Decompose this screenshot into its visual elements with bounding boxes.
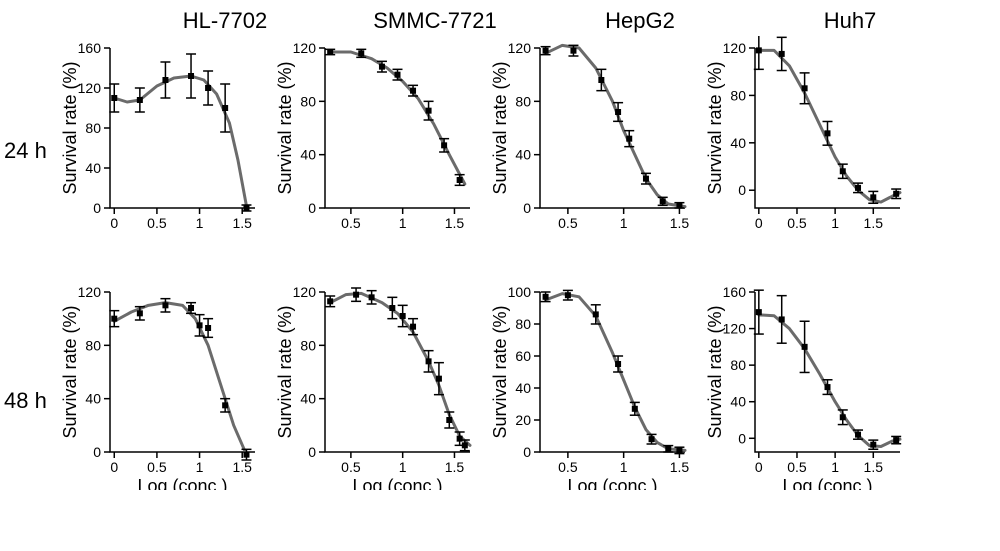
svg-text:80: 80	[85, 120, 101, 136]
svg-text:Survival rate (%): Survival rate (%)	[275, 61, 295, 194]
svg-text:Survival rate (%): Survival rate (%)	[705, 305, 725, 438]
svg-text:0.5: 0.5	[341, 215, 361, 231]
svg-text:80: 80	[730, 87, 746, 103]
svg-text:1: 1	[831, 459, 839, 475]
col-title-huh7: Huh7	[770, 8, 930, 34]
svg-text:Log (conc.): Log (conc.)	[352, 476, 442, 490]
svg-text:Survival rate (%): Survival rate (%)	[705, 61, 725, 194]
svg-text:120: 120	[78, 80, 102, 96]
svg-text:120: 120	[293, 40, 317, 56]
svg-text:60: 60	[515, 348, 531, 364]
svg-text:1: 1	[196, 215, 204, 231]
svg-text:120: 120	[78, 284, 102, 300]
svg-text:1.5: 1.5	[670, 215, 690, 231]
svg-text:160: 160	[723, 284, 747, 300]
svg-text:1.5: 1.5	[864, 459, 884, 475]
svg-text:1.5: 1.5	[445, 459, 465, 475]
svg-text:160: 160	[78, 40, 102, 56]
svg-text:40: 40	[300, 391, 316, 407]
svg-text:0.5: 0.5	[558, 459, 578, 475]
svg-text:0: 0	[755, 459, 763, 475]
svg-text:120: 120	[723, 40, 747, 56]
svg-text:0.5: 0.5	[147, 459, 167, 475]
col-title-smmc7721: SMMC-7721	[335, 8, 535, 34]
svg-text:80: 80	[515, 93, 531, 109]
svg-text:1.5: 1.5	[232, 459, 252, 475]
svg-text:Log (conc.): Log (conc.)	[782, 476, 872, 490]
svg-text:Log (conc.): Log (conc.)	[567, 476, 657, 490]
svg-text:40: 40	[515, 147, 531, 163]
svg-text:1: 1	[196, 459, 204, 475]
svg-text:Log (conc.): Log (conc.)	[137, 476, 227, 490]
svg-text:0: 0	[93, 200, 101, 216]
dose-response-figure: HL-7702 SMMC-7721 HepG2 Huh7 24 h 48 h 0…	[0, 0, 1000, 551]
svg-text:Survival rate (%): Survival rate (%)	[490, 61, 510, 194]
svg-text:40: 40	[85, 160, 101, 176]
svg-text:40: 40	[85, 391, 101, 407]
svg-text:0: 0	[308, 200, 316, 216]
svg-text:Survival rate (%): Survival rate (%)	[60, 305, 80, 438]
panel-48h_huh7: 0 40 80 120 160 0 0.5 1 1.5 Survival rate (%) Log …	[705, 280, 905, 490]
panel-48h_hepg2: 0 20 40 60 80 100 0.5 1 1.5 Survival rate (%) Log …	[490, 280, 690, 490]
panel-24h_huh7: 0 40 80 120 0 0.5 1 1.5 Survival rate (%)	[705, 36, 905, 246]
svg-text:0.5: 0.5	[558, 215, 578, 231]
svg-text:120: 120	[293, 284, 317, 300]
svg-text:1: 1	[399, 459, 407, 475]
svg-text:0.5: 0.5	[787, 215, 807, 231]
panel-24h_smmc7721: 0 40 80 120 0.5 1 1.5 Survival rate (%)	[275, 36, 475, 246]
svg-text:0.5: 0.5	[341, 459, 361, 475]
svg-text:40: 40	[730, 394, 746, 410]
col-title-hepg2: HepG2	[560, 8, 720, 34]
row-label-48h: 48 h	[4, 388, 47, 414]
svg-text:0: 0	[523, 200, 531, 216]
svg-text:0: 0	[755, 215, 763, 231]
panel-48h_smmc7721: 0 40 80 120 0.5 1 1.5 Survival rate (%) Log (con…	[275, 280, 475, 490]
svg-text:1: 1	[620, 459, 628, 475]
svg-text:80: 80	[515, 316, 531, 332]
svg-text:0: 0	[110, 215, 118, 231]
col-title-hl7702: HL-7702	[135, 8, 315, 34]
svg-text:0: 0	[523, 444, 531, 460]
panel-24h_hepg2: 0 40 80 120 0.5 1 1.5 Survival rate (%)	[490, 36, 690, 246]
svg-text:80: 80	[730, 357, 746, 373]
svg-text:120: 120	[508, 40, 532, 56]
panel-48h_hl7702: 0 40 80 120 0 0.5 1 1.5 Survival rate (%) Log (co…	[60, 280, 260, 490]
svg-text:0: 0	[110, 459, 118, 475]
svg-text:0.5: 0.5	[147, 215, 167, 231]
svg-text:80: 80	[300, 337, 316, 353]
svg-text:0: 0	[93, 444, 101, 460]
svg-text:Survival rate (%): Survival rate (%)	[490, 305, 510, 438]
svg-text:1.5: 1.5	[864, 215, 884, 231]
svg-text:1: 1	[399, 215, 407, 231]
svg-text:Survival rate (%): Survival rate (%)	[60, 61, 80, 194]
svg-text:0: 0	[738, 182, 746, 198]
svg-text:0: 0	[308, 444, 316, 460]
svg-text:40: 40	[730, 135, 746, 151]
panel-24h_hl7702: 0 40 80 120 160 0 0.5 1 1.5 Survival rate (%)	[60, 36, 260, 246]
svg-text:0: 0	[738, 430, 746, 446]
row-label-24h: 24 h	[4, 138, 47, 164]
svg-text:1.5: 1.5	[445, 215, 465, 231]
svg-text:0.5: 0.5	[787, 459, 807, 475]
svg-text:80: 80	[85, 337, 101, 353]
svg-text:Survival rate (%): Survival rate (%)	[275, 305, 295, 438]
svg-text:1: 1	[831, 215, 839, 231]
svg-text:1.5: 1.5	[670, 459, 690, 475]
svg-text:40: 40	[515, 380, 531, 396]
svg-text:1.5: 1.5	[232, 215, 252, 231]
svg-text:1: 1	[620, 215, 628, 231]
svg-text:120: 120	[723, 321, 747, 337]
svg-text:40: 40	[300, 147, 316, 163]
svg-text:80: 80	[300, 93, 316, 109]
svg-text:20: 20	[515, 412, 531, 428]
svg-text:100: 100	[508, 284, 532, 300]
